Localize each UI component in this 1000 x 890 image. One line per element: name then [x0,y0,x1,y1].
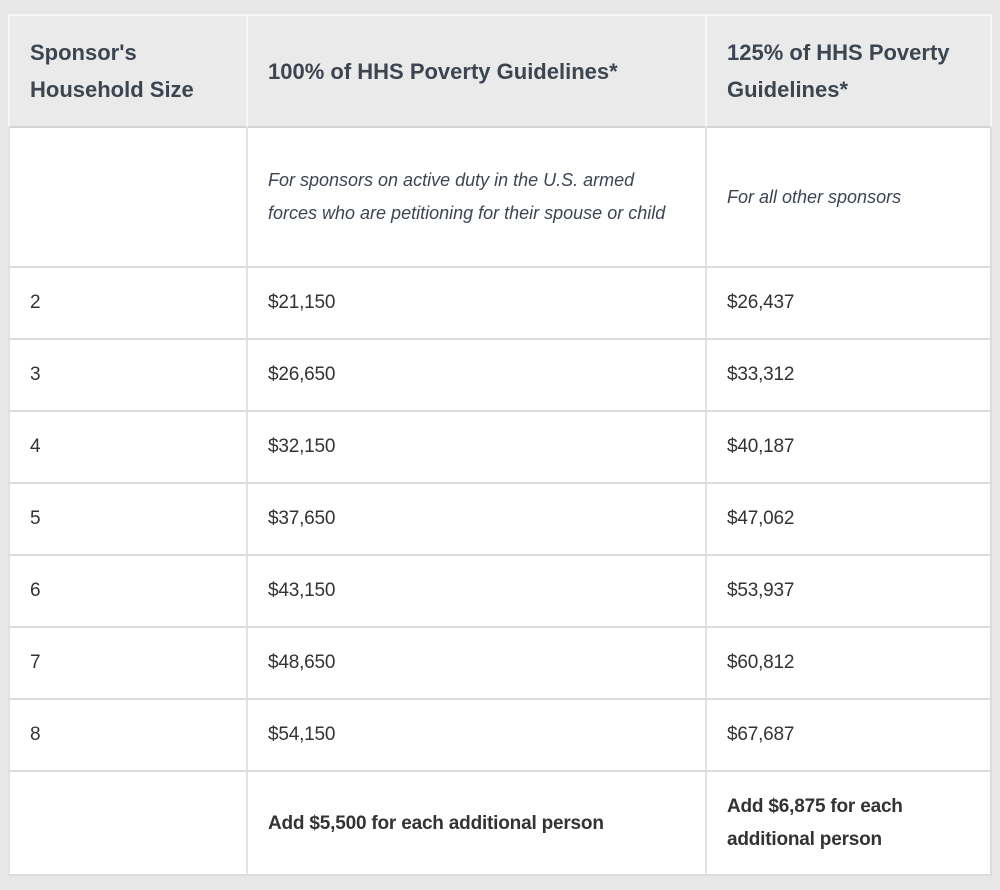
col-header-100-percent: 100% of HHS Poverty Guidelines* [248,14,707,128]
household-size-cell: 6 [8,556,248,628]
note-125-percent: For all other sponsors [707,128,992,268]
table-row: 7 $48,650 $60,812 [8,628,992,700]
guideline-125-cell: $26,437 [707,268,992,340]
col-header-125-percent: 125% of HHS Poverty Guidelines* [707,14,992,128]
guideline-125-cell: $60,812 [707,628,992,700]
table-row: 8 $54,150 $67,687 [8,700,992,772]
household-size-cell: 8 [8,700,248,772]
guideline-125-cell: $67,687 [707,700,992,772]
household-size-cell: 5 [8,484,248,556]
guideline-100-cell: $54,150 [248,700,707,772]
guideline-100-cell: $37,650 [248,484,707,556]
col-header-household-size: Sponsor's Household Size [8,14,248,128]
table-row: 3 $26,650 $33,312 [8,340,992,412]
household-size-cell: 2 [8,268,248,340]
guideline-125-cell: $53,937 [707,556,992,628]
additional-person-100-cell: Add $5,500 for each additional person [248,772,707,876]
table-notes-row: For sponsors on active duty in the U.S. … [8,128,992,268]
table-row: 5 $37,650 $47,062 [8,484,992,556]
household-size-cell: 7 [8,628,248,700]
guideline-100-cell: $43,150 [248,556,707,628]
guideline-100-cell: $48,650 [248,628,707,700]
guideline-125-cell: $47,062 [707,484,992,556]
household-size-cell: 3 [8,340,248,412]
table-footer-row: Add $5,500 for each additional person Ad… [8,772,992,876]
household-size-cell: 4 [8,412,248,484]
guideline-125-cell: $33,312 [707,340,992,412]
guideline-100-cell: $32,150 [248,412,707,484]
poverty-guidelines-table: Sponsor's Household Size 100% of HHS Pov… [8,14,992,876]
table-row: 4 $32,150 $40,187 [8,412,992,484]
guideline-100-cell: $26,650 [248,340,707,412]
guideline-100-cell: $21,150 [248,268,707,340]
note-100-percent: For sponsors on active duty in the U.S. … [248,128,707,268]
table-row: 2 $21,150 $26,437 [8,268,992,340]
empty-cell [8,772,248,876]
table-header-row: Sponsor's Household Size 100% of HHS Pov… [8,14,992,128]
guideline-125-cell: $40,187 [707,412,992,484]
empty-cell [8,128,248,268]
table-row: 6 $43,150 $53,937 [8,556,992,628]
additional-person-125-cell: Add $6,875 for each additional person [707,772,992,876]
